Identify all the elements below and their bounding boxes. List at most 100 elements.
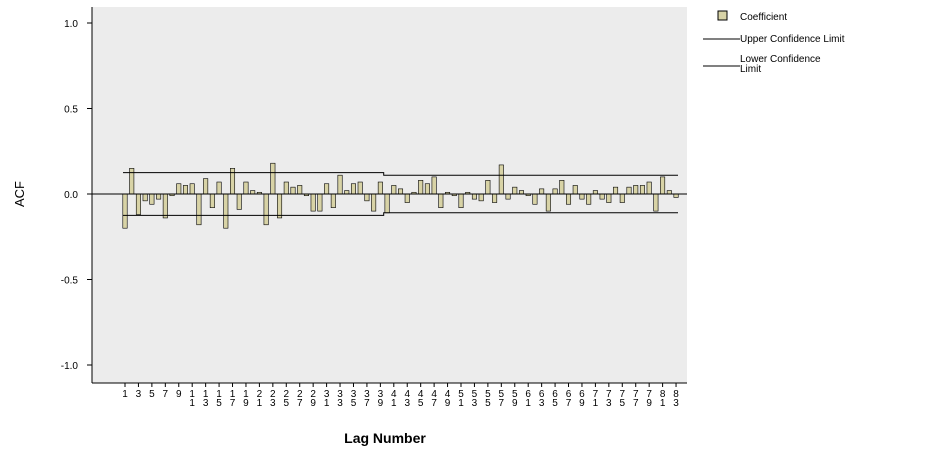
acf-bar — [283, 181, 289, 195]
legend-coefficient-swatch — [717, 10, 728, 21]
acf-bar — [431, 176, 437, 195]
acf-bar — [653, 193, 659, 212]
acf-bar — [223, 193, 229, 229]
acf-bar — [310, 193, 316, 212]
acf-bar — [189, 183, 195, 195]
acf-bar — [182, 185, 188, 195]
acf-bar — [337, 174, 343, 195]
acf-bar — [142, 193, 148, 202]
acf-bar — [552, 188, 558, 195]
x-tick-label: 7 — [163, 389, 169, 400]
acf-bar — [317, 193, 323, 212]
x-tick-label: 9 — [176, 389, 182, 400]
y-axis-title: ACF — [12, 181, 27, 207]
acf-bar — [162, 193, 168, 219]
acf-bar — [250, 190, 256, 195]
acf-bar — [566, 193, 572, 205]
acf-bar — [579, 193, 585, 200]
acf-bar — [572, 185, 578, 195]
legend-coefficient-label: Coefficient — [740, 12, 787, 23]
acf-bar — [532, 193, 538, 205]
acf-bar — [371, 193, 377, 212]
acf-bar — [505, 193, 511, 200]
acf-bar — [176, 183, 182, 195]
acf-bar — [639, 185, 645, 195]
acf-bar — [344, 190, 350, 195]
acf-bar — [364, 193, 370, 202]
acf-bar — [471, 193, 477, 200]
upper-confidence-line — [123, 172, 678, 176]
acf-bar — [203, 178, 209, 195]
acf-bar — [498, 164, 504, 195]
acf-bar — [216, 181, 222, 195]
acf-bar — [236, 193, 242, 210]
acf-bar — [478, 193, 484, 202]
legend-upper-label: Upper Confidence Limit — [740, 34, 845, 45]
acf-bar — [243, 181, 249, 195]
x-tick-label: 3 — [136, 389, 142, 400]
acf-bar — [492, 193, 498, 203]
acf-bar — [586, 193, 592, 205]
y-tick-label: 1.0 — [64, 19, 78, 30]
legend-lower-label-line1: Lower Confidence — [740, 54, 821, 65]
y-ticks-group: 1.0 0.5 0.0 -0.5 -1.0 — [61, 19, 92, 372]
acf-bar — [599, 193, 605, 200]
acf-bar — [458, 193, 464, 208]
acf-bar — [438, 193, 444, 208]
confidence-lines-group — [123, 172, 678, 216]
acf-bar — [384, 193, 390, 214]
acf-bar — [196, 193, 202, 226]
acf-bar — [270, 162, 276, 195]
acf-bar — [424, 183, 430, 195]
x-tick-label: 1 — [122, 389, 128, 400]
acf-bar — [660, 176, 666, 195]
acf-bar — [324, 183, 330, 195]
acf-bar — [633, 185, 639, 195]
acf-bar — [613, 186, 619, 195]
acf-bar — [277, 193, 283, 219]
acf-bar — [485, 180, 491, 195]
acf-bar — [404, 193, 410, 203]
acf-bar — [135, 193, 141, 215]
acf-bar — [122, 193, 128, 229]
acf-bar — [357, 181, 363, 195]
acf-bar — [209, 193, 215, 208]
acf-bar — [290, 186, 296, 195]
x-axis-title: Lag Number — [344, 430, 426, 446]
legend-lower-label-line2: Limit — [740, 64, 761, 75]
acf-bar — [619, 193, 625, 203]
acf-bar — [391, 185, 397, 195]
acf-bar — [545, 193, 551, 212]
acf-bar — [518, 190, 524, 195]
